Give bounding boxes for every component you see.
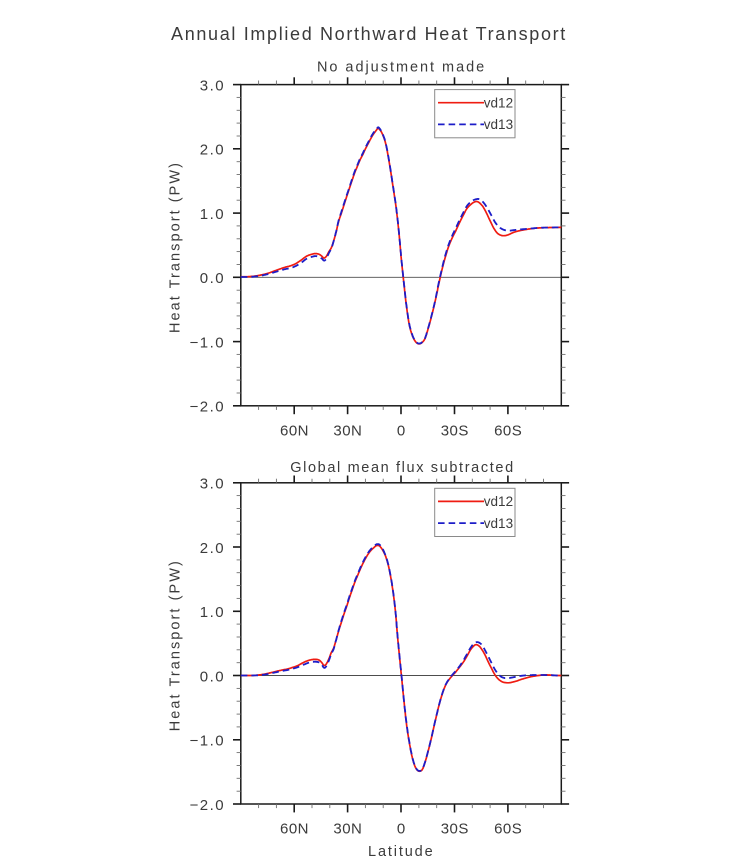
svg-text:2.0: 2.0	[200, 540, 225, 557]
svg-text:30S: 30S	[441, 821, 469, 838]
svg-text:vd12: vd12	[484, 96, 513, 111]
svg-text:3.0: 3.0	[200, 476, 225, 493]
svg-text:1.0: 1.0	[200, 604, 225, 621]
svg-text:−1.0: −1.0	[190, 334, 225, 351]
svg-text:Latitude: Latitude	[368, 844, 434, 860]
svg-text:Annual Implied Northward Heat: Annual Implied Northward Heat Transport	[171, 24, 567, 44]
svg-text:vd12: vd12	[484, 494, 513, 509]
svg-text:0.0: 0.0	[200, 270, 225, 287]
svg-text:No adjustment made: No adjustment made	[317, 60, 486, 76]
svg-text:0: 0	[397, 821, 406, 838]
svg-text:vd13: vd13	[484, 117, 513, 132]
svg-text:3.0: 3.0	[200, 77, 225, 94]
svg-text:60S: 60S	[494, 423, 522, 440]
svg-text:30N: 30N	[333, 423, 362, 440]
svg-text:vd13: vd13	[484, 516, 513, 531]
svg-text:1.0: 1.0	[200, 206, 225, 223]
svg-text:30S: 30S	[441, 423, 469, 440]
svg-text:−1.0: −1.0	[190, 733, 225, 750]
svg-text:30N: 30N	[333, 821, 362, 838]
svg-text:−2.0: −2.0	[190, 797, 225, 814]
svg-text:Heat Transport (PW): Heat Transport (PW)	[168, 161, 184, 333]
svg-text:Global mean flux subtracted: Global mean flux subtracted	[290, 460, 515, 476]
svg-text:60N: 60N	[280, 821, 309, 838]
svg-text:60N: 60N	[280, 423, 309, 440]
svg-text:60S: 60S	[494, 821, 522, 838]
svg-text:−2.0: −2.0	[190, 399, 225, 416]
svg-text:Heat Transport (PW): Heat Transport (PW)	[168, 559, 184, 731]
svg-text:0.0: 0.0	[200, 668, 225, 685]
svg-text:2.0: 2.0	[200, 142, 225, 159]
svg-text:0: 0	[397, 423, 406, 440]
